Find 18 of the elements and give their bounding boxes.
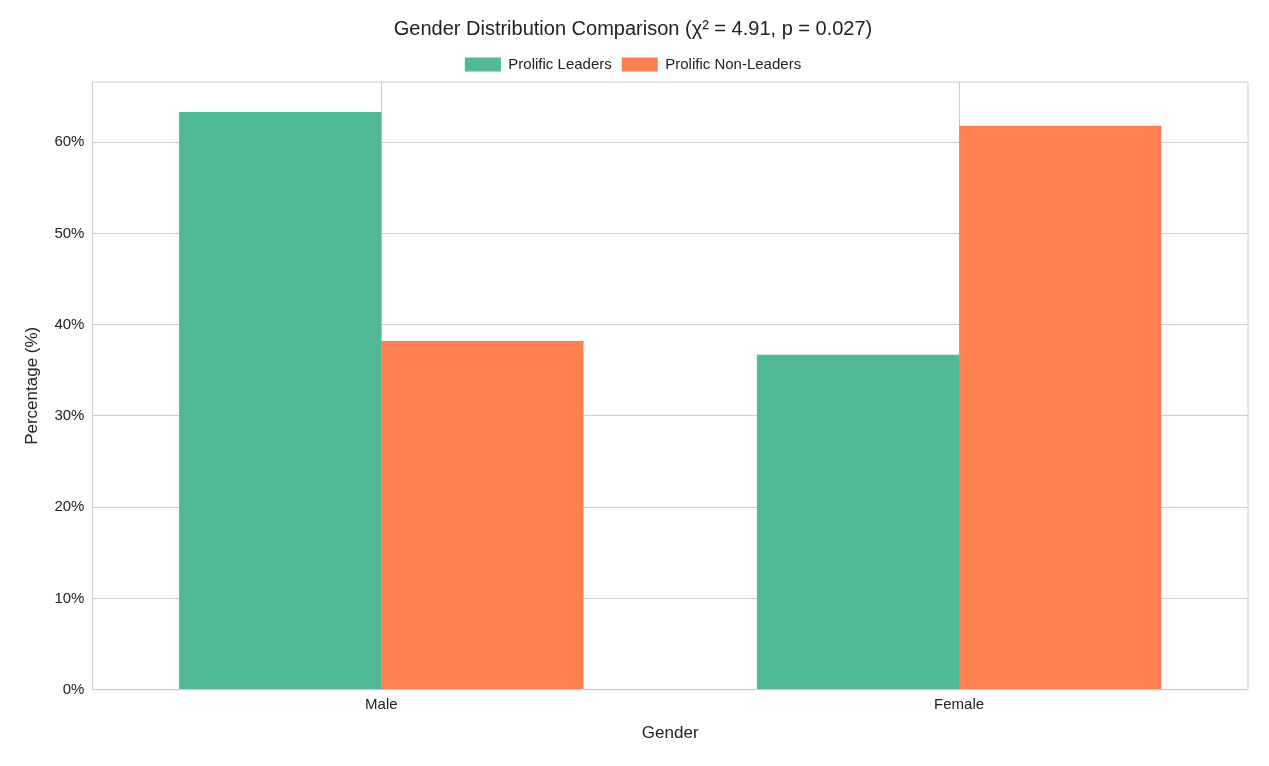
- y-axis-title: Percentage (%): [21, 326, 41, 445]
- x-tick-label: Female: [934, 694, 985, 712]
- y-tick-label: 20%: [54, 497, 85, 515]
- y-tick-label: 40%: [54, 314, 85, 332]
- y-tick-label: 10%: [54, 588, 85, 606]
- bar: [756, 354, 960, 690]
- y-tick-label: 0%: [62, 679, 85, 697]
- legend-label: Prolific Non-Leaders: [665, 54, 802, 72]
- chart-title: Gender Distribution Comparison (χ² = 4.91, p = 0.027): [393, 16, 873, 39]
- y-tick-label: 60%: [54, 132, 85, 150]
- y-tick-label: 30%: [54, 406, 85, 424]
- x-tick-label: Male: [365, 694, 398, 712]
- bar: [381, 341, 584, 690]
- legend-label: Prolific Leaders: [508, 54, 612, 72]
- x-axis-title: Gender: [641, 723, 699, 743]
- bar: [959, 125, 1162, 690]
- y-tick-label: 50%: [54, 223, 85, 241]
- bar: [179, 112, 382, 690]
